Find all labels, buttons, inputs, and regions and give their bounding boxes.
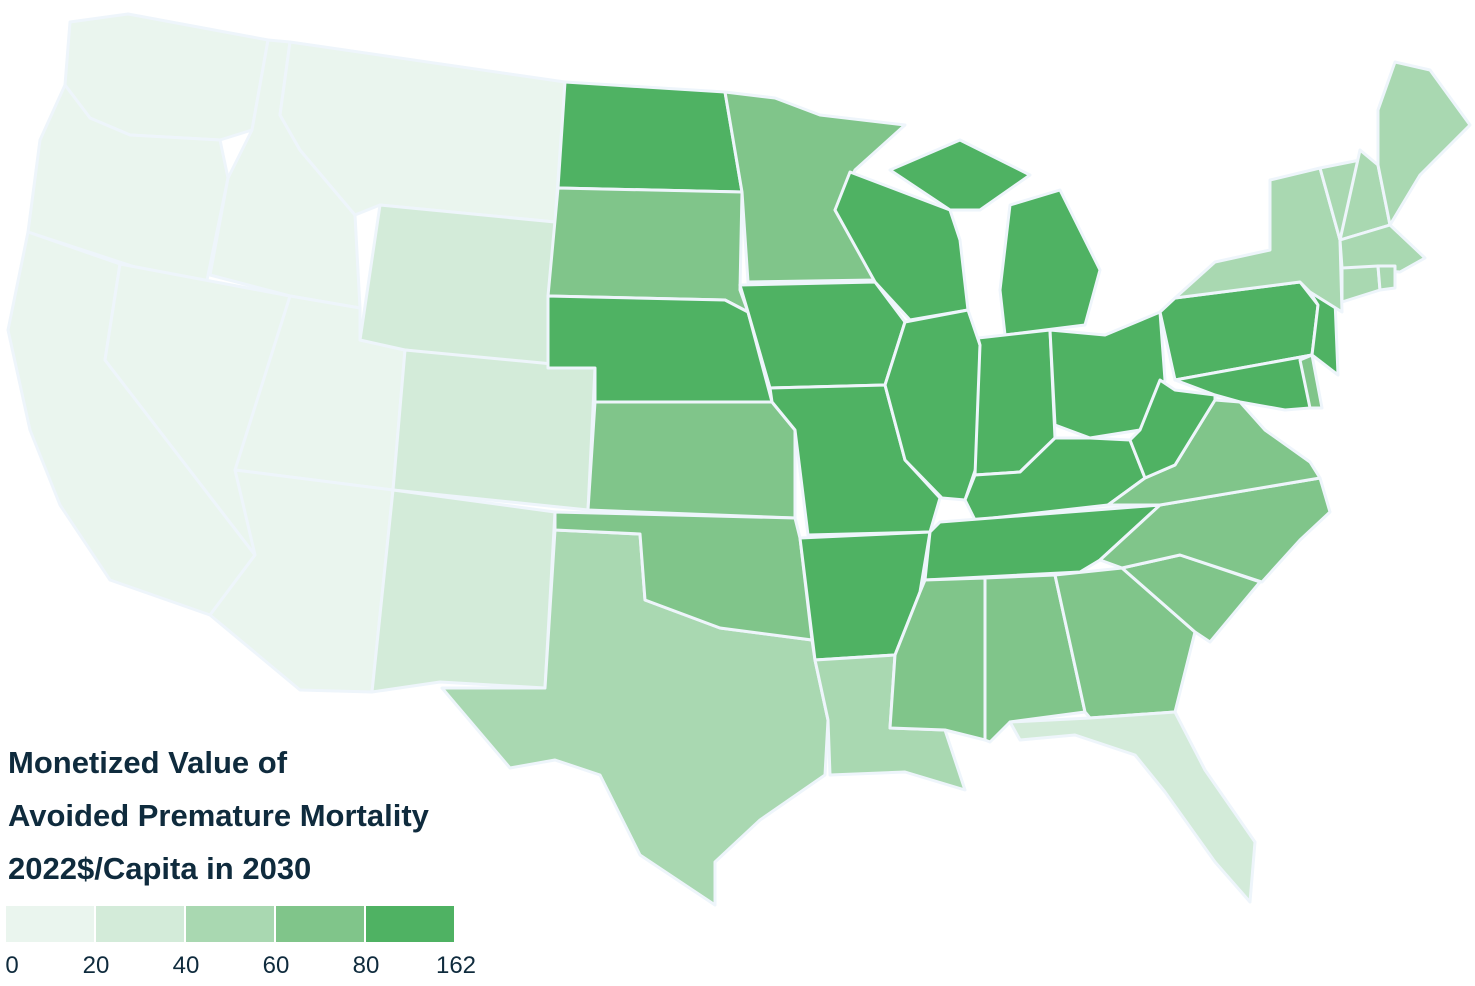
legend-break-label: 20: [82, 952, 110, 979]
state-co: [391, 348, 597, 512]
legend-break-label: 40: [172, 952, 200, 979]
state-de: [1298, 353, 1324, 410]
state-fl: [1008, 710, 1257, 904]
legend-title-line-3: 2022$/Capita in 2030: [8, 851, 312, 886]
legend-break-labels: 0 20 40 60 80 162: [0, 952, 500, 986]
legend-break-label: 60: [262, 952, 290, 979]
legend-break-label: 162: [435, 952, 477, 979]
legend-color-scale: [6, 906, 456, 942]
legend-swatch-60-80: [276, 906, 364, 942]
state-ct: [1340, 264, 1382, 304]
state-sd: [546, 186, 750, 314]
state-nm: [370, 488, 557, 694]
legend-title-line-2: Avoided Premature Mortality: [8, 798, 429, 833]
legend-swatch-0-20: [6, 906, 94, 942]
state-nd: [556, 80, 744, 194]
legend-break-label: 0: [5, 952, 19, 979]
state-me: [1376, 60, 1472, 227]
legend-title-line-1: Monetized Value of: [8, 745, 288, 780]
state-wy: [358, 203, 557, 370]
state-wv: [1128, 378, 1217, 480]
state-mi: [888, 138, 1102, 337]
state-ri: [1376, 264, 1397, 292]
state-nc: [1098, 476, 1332, 584]
state-ia: [738, 280, 907, 390]
legend-swatch-20-40: [96, 906, 184, 942]
legend-break-label: 80: [352, 952, 380, 979]
state-ks: [586, 400, 797, 520]
state-ma: [1338, 223, 1427, 274]
state-ok: [553, 510, 814, 642]
state-shapes: [6, 12, 1472, 907]
legend-swatch-80-162: [366, 906, 454, 942]
legend-title: Monetized Value of Avoided Premature Mor…: [8, 736, 568, 895]
legend-swatch-40-60: [186, 906, 274, 942]
